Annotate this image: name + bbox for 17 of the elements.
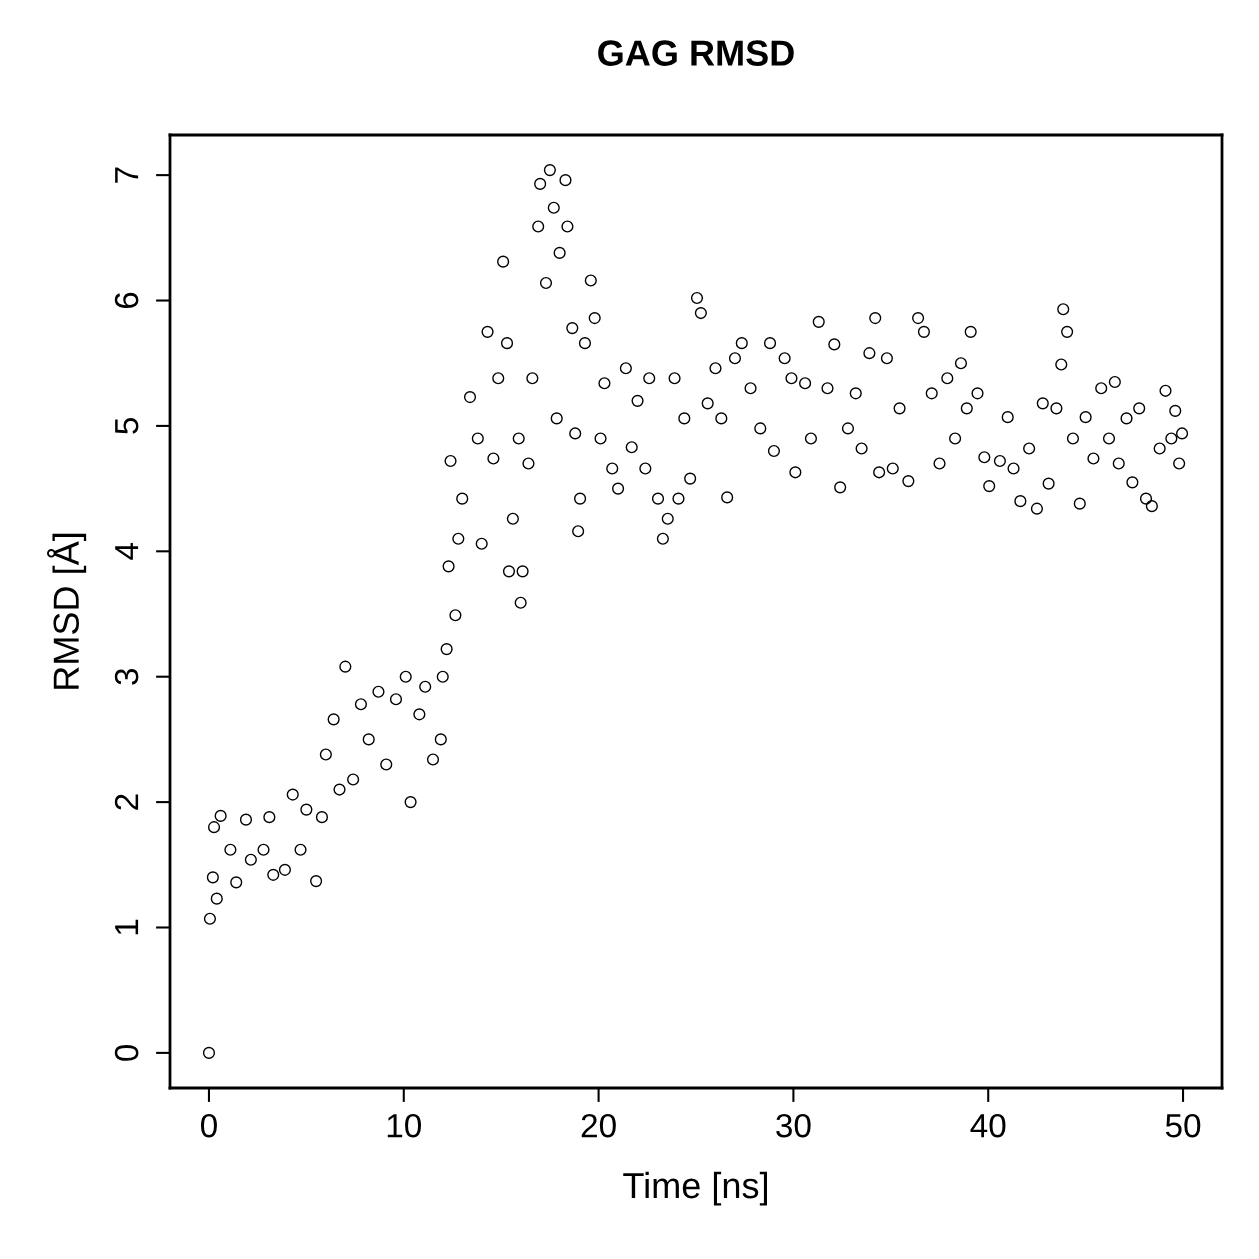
y-tick-label: 1 — [115, 919, 139, 935]
y-tick-label: 0 — [114, 1044, 139, 1061]
y-tick-label: 3 — [114, 668, 139, 685]
y-axis-title: RMSD [Å] — [47, 533, 87, 689]
x-tick-label: 0 — [201, 1113, 217, 1138]
x-tick-label: 10 — [387, 1113, 422, 1138]
x-tick-label: 40 — [970, 1113, 1006, 1138]
y-tick-label: 5 — [115, 418, 139, 434]
y-tick-label: 7 — [115, 167, 139, 183]
x-tick-label: 20 — [581, 1113, 616, 1138]
y-tick-label: 2 — [114, 794, 139, 810]
x-tick-label: 50 — [1165, 1113, 1201, 1138]
chart-title: GAG RMSD — [598, 40, 794, 66]
x-tick-label: 30 — [776, 1113, 811, 1138]
y-tick-label: 4 — [115, 543, 139, 560]
y-tick-label: 6 — [114, 292, 139, 309]
x-axis-title: Time [ns] — [623, 1171, 767, 1206]
